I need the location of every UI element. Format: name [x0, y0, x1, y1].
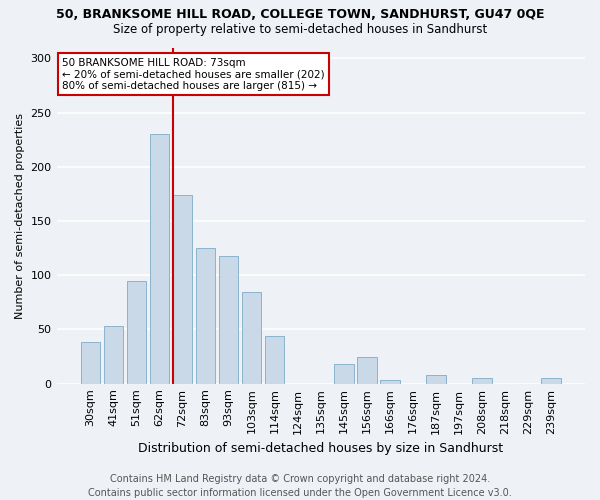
- Text: 50, BRANKSOME HILL ROAD, COLLEGE TOWN, SANDHURST, GU47 0QE: 50, BRANKSOME HILL ROAD, COLLEGE TOWN, S…: [56, 8, 544, 20]
- Bar: [426, 375, 446, 384]
- Bar: [380, 380, 400, 384]
- Bar: [541, 378, 561, 384]
- Text: Contains HM Land Registry data © Crown copyright and database right 2024.
Contai: Contains HM Land Registry data © Crown c…: [88, 474, 512, 498]
- Bar: [265, 336, 284, 384]
- X-axis label: Distribution of semi-detached houses by size in Sandhurst: Distribution of semi-detached houses by …: [138, 442, 503, 455]
- Text: Size of property relative to semi-detached houses in Sandhurst: Size of property relative to semi-detach…: [113, 22, 487, 36]
- Bar: [334, 364, 353, 384]
- Y-axis label: Number of semi-detached properties: Number of semi-detached properties: [15, 112, 25, 318]
- Text: 50 BRANKSOME HILL ROAD: 73sqm
← 20% of semi-detached houses are smaller (202)
80: 50 BRANKSOME HILL ROAD: 73sqm ← 20% of s…: [62, 58, 325, 91]
- Bar: [149, 134, 169, 384]
- Bar: [127, 280, 146, 384]
- Bar: [472, 378, 492, 384]
- Bar: [219, 256, 238, 384]
- Bar: [104, 326, 123, 384]
- Bar: [357, 356, 377, 384]
- Bar: [242, 292, 262, 384]
- Bar: [196, 248, 215, 384]
- Bar: [80, 342, 100, 384]
- Bar: [173, 195, 193, 384]
